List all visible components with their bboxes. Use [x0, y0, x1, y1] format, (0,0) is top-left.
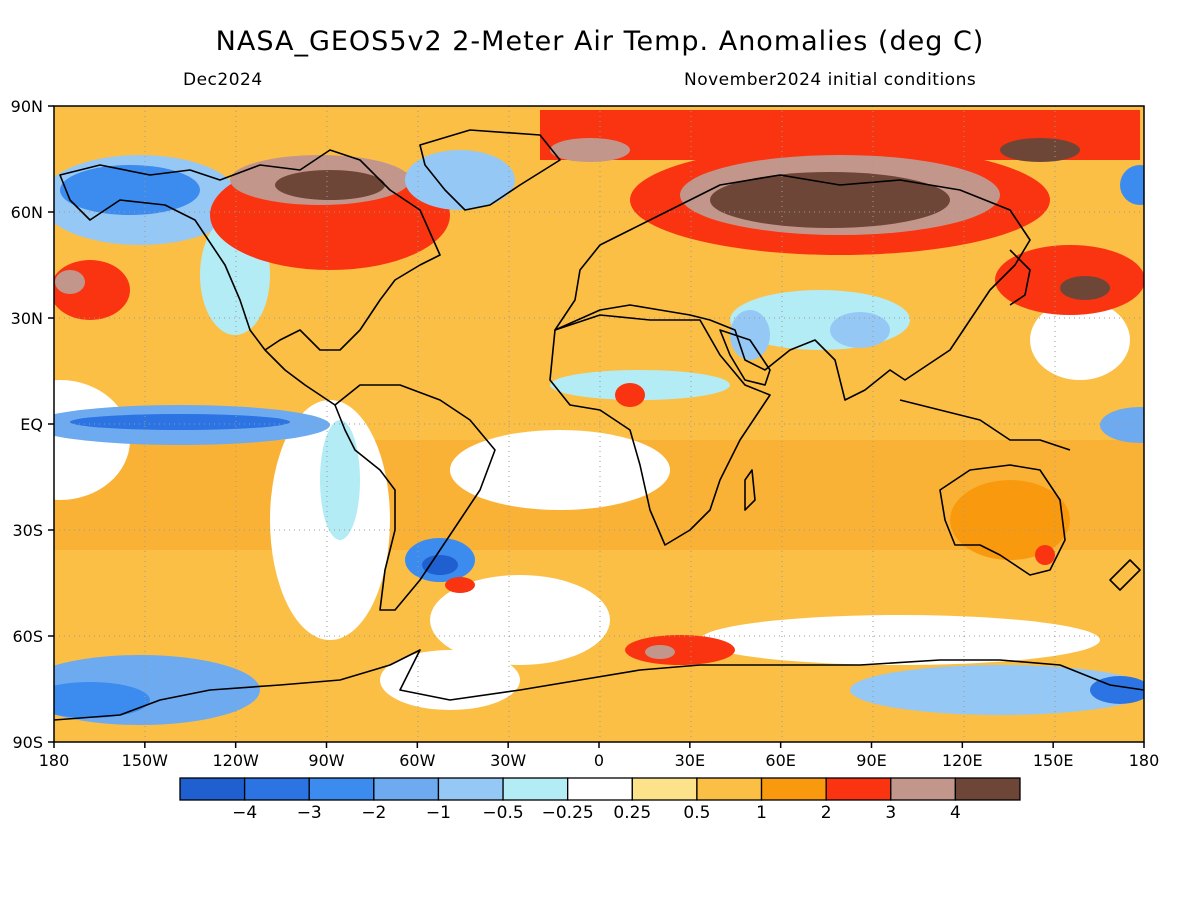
colorbar-swatch: [373, 777, 440, 801]
initial-conditions-label: November2024 initial conditions: [684, 70, 977, 90]
anomaly-patch: [275, 170, 385, 200]
lat-label: 90S: [12, 733, 43, 752]
anomaly-patch: [60, 165, 200, 215]
anomaly-patch: [645, 645, 675, 659]
colorbar-label: −0.25: [542, 803, 594, 823]
colorbar-swatch: [825, 777, 892, 801]
anomaly-patch: [850, 665, 1144, 715]
map-title: NASA_GEOS5v2 2-Meter Air Temp. Anomalies…: [215, 26, 985, 57]
colorbar-label: −3: [297, 803, 322, 823]
colorbar: [179, 777, 1021, 801]
colorbar-swatch: [631, 777, 698, 801]
lat-label: 30S: [12, 521, 43, 540]
lon-label: 120W: [212, 751, 259, 770]
anomaly-patch: [830, 312, 890, 348]
forecast-month: Dec2024: [183, 70, 263, 90]
anomaly-patch: [450, 430, 670, 510]
colorbar-label: −2: [361, 803, 386, 823]
anomaly-patch: [625, 635, 735, 665]
lat-label: 30N: [11, 309, 43, 328]
colorbar-label: −0.5: [482, 803, 523, 823]
colorbar-label: −4: [232, 803, 257, 823]
anomaly-patch: [422, 555, 458, 575]
lon-label: 120E: [942, 751, 983, 770]
anomaly-patch: [430, 575, 610, 665]
graticule: [54, 106, 1144, 742]
anomaly-patch: [550, 138, 630, 162]
colorbar-swatch: [760, 777, 827, 801]
lon-label: 180: [1129, 751, 1160, 770]
anomaly-patch: [1030, 300, 1130, 380]
colorbar-swatch: [243, 777, 310, 801]
colorbar-labels: −4 −3 −2 −1 −0.5 −0.25 0.25 0.5 1 2 3 4: [232, 803, 961, 823]
anomaly-patch: [550, 370, 730, 400]
lon-label: 90W: [308, 751, 344, 770]
colorbar-label: 0.5: [683, 803, 710, 823]
longitude-labels: 180 150W 120W 90W 60W 30W 0 30E 60E 90E 120E 150E 18…: [39, 742, 1160, 770]
colorbar-swatch: [954, 777, 1021, 801]
colorbar-swatch: [502, 777, 569, 801]
lon-label: 150E: [1033, 751, 1074, 770]
lat-label: EQ: [20, 415, 43, 434]
lon-label: 150W: [122, 751, 169, 770]
colorbar-label: 1: [756, 803, 767, 823]
anomaly-patch: [1060, 276, 1110, 300]
colorbar-swatch: [179, 777, 246, 801]
colorbar-label: 0.25: [613, 803, 651, 823]
colorbar-swatch: [890, 777, 957, 801]
lon-label: 30W: [490, 751, 526, 770]
latitude-labels: 90N 60N 30N EQ 30S 60S 90S: [11, 97, 54, 752]
colorbar-swatch: [696, 777, 763, 801]
anomaly-patch: [1100, 407, 1144, 443]
anomaly-patch: [950, 480, 1070, 560]
anomaly-patch: [700, 615, 1100, 665]
colorbar-label: 2: [821, 803, 832, 823]
anomaly-patch: [1035, 545, 1055, 565]
lon-label: 180: [39, 751, 70, 770]
colorbar-label: 4: [950, 803, 961, 823]
anomaly-patch: [445, 577, 475, 593]
lon-label: 60W: [399, 751, 435, 770]
lat-label: 60N: [11, 203, 43, 222]
lat-label: 90N: [11, 97, 43, 116]
colorbar-swatch: [437, 777, 504, 801]
anomaly-patch: [54, 682, 150, 718]
colorbar-swatch: [308, 777, 375, 801]
colorbar-label: −1: [426, 803, 451, 823]
anomaly-patch: [1120, 165, 1144, 205]
anomaly-patch: [320, 420, 360, 540]
anomaly-patch: [405, 150, 515, 210]
lat-label: 60S: [12, 627, 43, 646]
anomaly-patch: [1000, 138, 1080, 162]
lon-label: 30E: [675, 751, 705, 770]
anomaly-patch: [55, 270, 85, 294]
lon-label: 0: [594, 751, 604, 770]
colorbar-swatch: [567, 777, 633, 801]
colorbar-label: 3: [885, 803, 896, 823]
coastlines: [54, 129, 1144, 721]
anomaly-patch: [615, 383, 645, 407]
lon-label: 90E: [856, 751, 886, 770]
lon-label: 60E: [765, 751, 795, 770]
anomaly-patch: [70, 414, 290, 430]
anomaly-patch: [710, 172, 950, 228]
